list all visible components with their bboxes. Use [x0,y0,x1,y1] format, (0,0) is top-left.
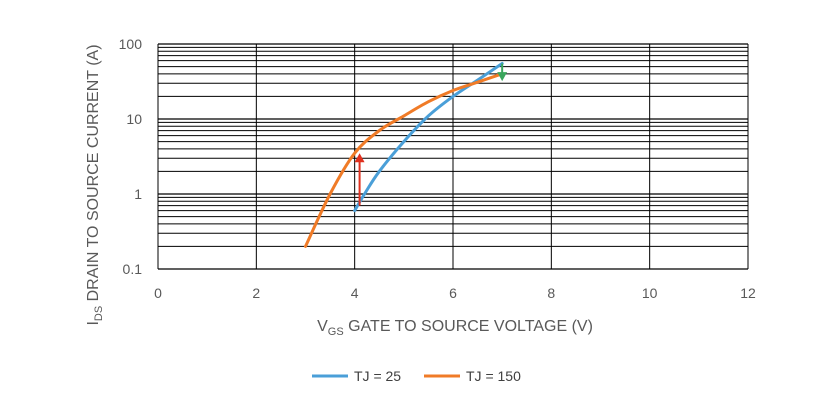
x-tick-label: 2 [252,285,260,301]
y-tick-label: 1 [134,186,142,202]
y-axis-title: IDS DRAIN TO SOURCE CURRENT (A) [85,44,105,325]
series-line-2 [304,72,504,248]
x-tick-label: 6 [449,285,457,301]
x-tick-label: 0 [154,285,162,301]
x-tick-label: 10 [642,285,658,301]
arrow-head [497,72,508,82]
series-line-1 [353,61,504,213]
x-tick-label: 12 [740,285,756,301]
series-layer [304,61,504,248]
y-tick-label: 10 [126,111,142,127]
arrow-head [354,153,365,163]
y-tick-label: 100 [119,36,143,52]
tick-labels: 0 2 4 6 8 10 12 0.1 1 10 100 [119,36,756,301]
x-axis-title: VGS GATE TO SOURCE VOLTAGE (V) [317,318,593,338]
grid [157,43,749,270]
legend-label: TJ = 25 [354,368,401,384]
legend: TJ = 25 TJ = 150 [312,368,521,384]
x-tick-label: 8 [547,285,555,301]
x-tick-label: 4 [351,285,359,301]
y-tick-label: 0.1 [123,261,143,277]
legend-label: TJ = 150 [466,368,521,384]
annotation-layer [354,63,508,206]
